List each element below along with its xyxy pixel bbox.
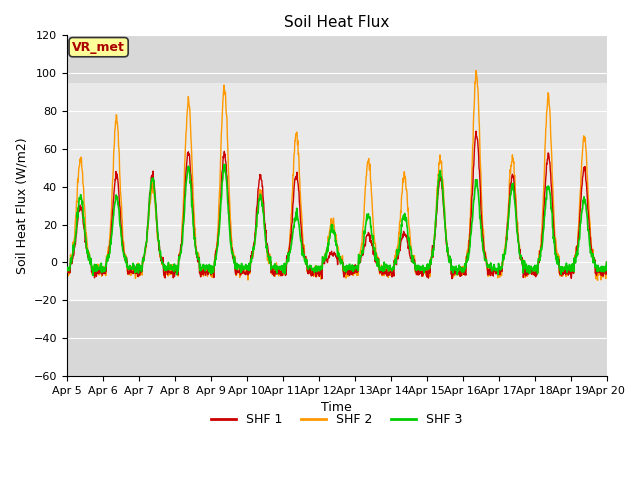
SHF 2 xyxy=(539,209,547,215)
SHF 1 xyxy=(492,269,499,275)
SHF 1 xyxy=(170,266,177,272)
SHF 3 xyxy=(220,161,228,167)
SHF 1 xyxy=(472,128,480,134)
SHF 3 xyxy=(63,264,70,270)
Title: Soil Heat Flux: Soil Heat Flux xyxy=(284,15,389,30)
SHF 2 xyxy=(63,268,70,274)
Legend: SHF 1, SHF 2, SHF 3: SHF 1, SHF 2, SHF 3 xyxy=(206,408,467,431)
Text: VR_met: VR_met xyxy=(72,41,125,54)
SHF 3 xyxy=(492,267,499,273)
SHF 3 xyxy=(89,273,97,278)
SHF 1 xyxy=(243,266,251,272)
SHF 3 xyxy=(170,262,178,267)
Bar xyxy=(67,83,607,300)
SHF 2 xyxy=(420,270,428,276)
SHF 2 xyxy=(183,114,191,120)
SHF 1 xyxy=(540,221,547,227)
Y-axis label: Soil Heat Flux (W/m2): Soil Heat Flux (W/m2) xyxy=(15,137,28,274)
SHF 1 xyxy=(420,270,428,276)
X-axis label: Time: Time xyxy=(321,401,352,414)
SHF 2 xyxy=(492,270,499,276)
SHF 3 xyxy=(421,267,429,273)
SHF 3 xyxy=(540,229,547,235)
SHF 1 xyxy=(183,160,191,166)
Line: SHF 2: SHF 2 xyxy=(67,71,607,280)
SHF 2 xyxy=(170,271,177,277)
SHF 1 xyxy=(63,268,70,274)
SHF 2 xyxy=(594,277,602,283)
SHF 1 xyxy=(603,260,611,265)
SHF 3 xyxy=(603,260,611,265)
SHF 3 xyxy=(244,266,252,272)
SHF 2 xyxy=(472,68,480,73)
SHF 2 xyxy=(603,260,611,265)
SHF 2 xyxy=(243,271,251,276)
Line: SHF 3: SHF 3 xyxy=(67,164,607,276)
SHF 3 xyxy=(183,171,191,177)
Line: SHF 1: SHF 1 xyxy=(67,131,607,279)
SHF 1 xyxy=(318,276,326,282)
